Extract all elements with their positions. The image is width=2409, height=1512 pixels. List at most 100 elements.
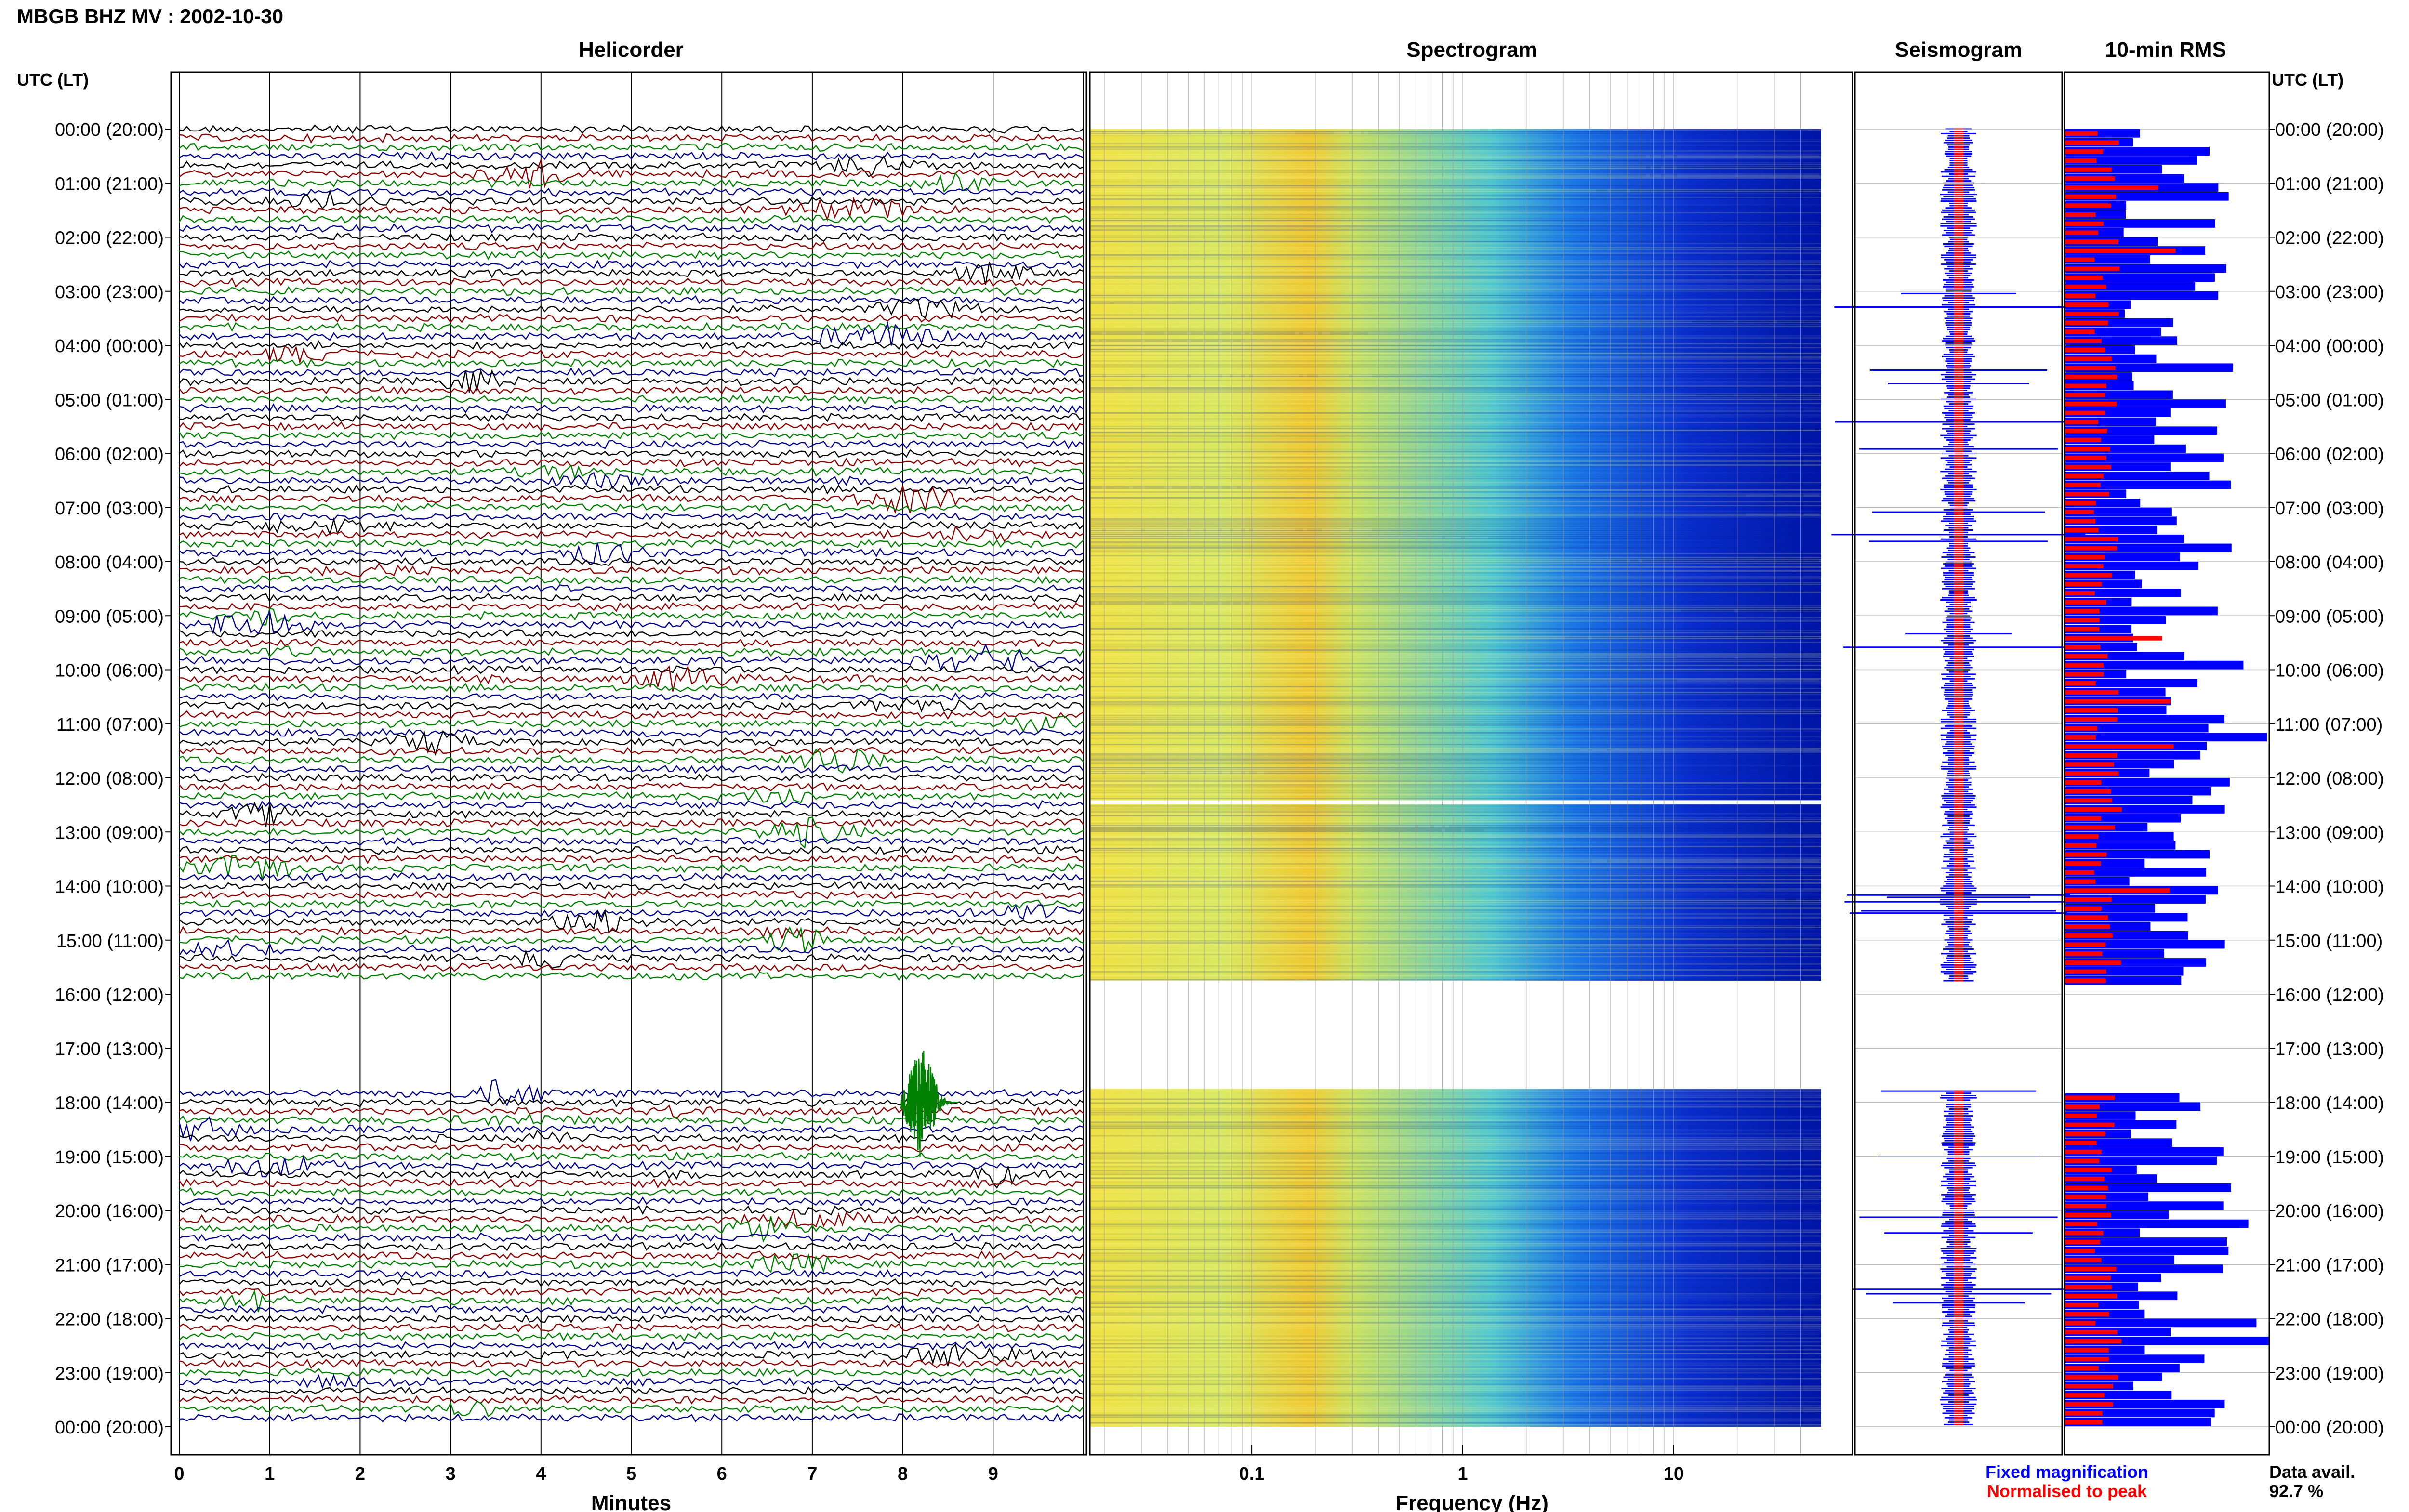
- spectrogram-texture: [1090, 528, 1821, 529]
- helicorder-xtick-label: 3: [446, 1464, 456, 1484]
- spectrogram-texture: [1090, 422, 1821, 423]
- rms-bar-normalised: [2065, 1393, 2105, 1398]
- helicorder-trace: [179, 949, 1085, 969]
- spectrogram-texture: [1090, 618, 1821, 620]
- spectrogram-texture: [1090, 1418, 1821, 1420]
- rms-bar-normalised: [2065, 185, 2159, 190]
- spectrogram-texture: [1090, 1345, 1821, 1347]
- spectrogram-texture: [1090, 168, 1821, 169]
- spectrogram-texture: [1090, 717, 1821, 718]
- spectrogram-texture: [1090, 952, 1821, 953]
- spectrogram-texture: [1090, 441, 1821, 443]
- helicorder-xtick-label: 1: [265, 1464, 275, 1484]
- helicorder-trace: [179, 421, 1084, 432]
- rms-bar-normalised: [2065, 1275, 2111, 1280]
- spectrogram-texture: [1090, 516, 1821, 518]
- spectrogram-texture: [1090, 254, 1821, 256]
- spectrogram-texture: [1090, 233, 1821, 235]
- time-label-right: 01:00 (21:00): [2275, 174, 2384, 194]
- helicorder-trace: [179, 602, 1084, 612]
- rms-bar-normalised: [2065, 456, 2107, 460]
- spectrogram-texture: [1090, 1366, 1821, 1368]
- time-label-left: 03:00 (23:00): [55, 282, 164, 302]
- spectrogram-texture: [1090, 1112, 1821, 1114]
- rms-bar-normalised: [2065, 1168, 2112, 1172]
- helicorder-trace: [179, 1269, 1084, 1279]
- spectrogram-texture: [1090, 1299, 1821, 1300]
- spectrogram-texture: [1090, 426, 1821, 427]
- spectrogram-texture: [1090, 239, 1821, 240]
- helicorder-event: [900, 1051, 959, 1157]
- spectrogram-texture: [1090, 611, 1821, 612]
- time-label-left: 01:00 (21:00): [55, 174, 164, 194]
- spectrogram-texture: [1090, 511, 1821, 512]
- helicorder-trace: [179, 124, 1084, 134]
- spectrogram-texture: [1090, 204, 1821, 206]
- spectrogram-texture: [1090, 933, 1821, 934]
- panel-title-spectrogram: Spectrogram: [1406, 38, 1537, 62]
- helicorder-trace: [179, 872, 1084, 882]
- spectrogram-texture: [1090, 331, 1821, 333]
- spectrogram-texture: [1090, 1125, 1821, 1127]
- helicorder-trace: [179, 1104, 1084, 1120]
- spectrogram-texture: [1090, 462, 1821, 464]
- spectrogram-texture: [1090, 543, 1821, 545]
- spectrogram-texture: [1090, 842, 1821, 843]
- rms-bar-normalised: [2065, 843, 2096, 848]
- spectrogram-texture: [1090, 632, 1821, 633]
- time-label-left: 22:00 (18:00): [55, 1310, 164, 1330]
- time-label-left: 07:00 (03:00): [55, 499, 164, 519]
- spectrogram-texture: [1090, 927, 1821, 928]
- spectrogram-texture: [1090, 389, 1821, 391]
- helicorder-trace: [179, 484, 1084, 495]
- spectrogram-texture: [1090, 863, 1821, 865]
- spectrogram-texture: [1090, 539, 1821, 541]
- rms-bar-normalised: [2065, 1285, 2112, 1289]
- spectrogram-texture: [1090, 592, 1821, 593]
- spectrogram-texture: [1090, 1173, 1821, 1175]
- helicorder-trace: [178, 1178, 1084, 1189]
- spectrogram-texture: [1090, 680, 1821, 682]
- helicorder-trace: [179, 782, 1084, 792]
- time-label-right: 08:00 (04:00): [2275, 552, 2384, 573]
- rms-bar-normalised: [2065, 149, 2103, 154]
- spectrogram-texture: [1090, 788, 1821, 789]
- spectrogram-texture: [1090, 347, 1821, 348]
- helicorder-trace: [179, 512, 1084, 522]
- spectrogram-texture: [1090, 1306, 1821, 1308]
- spectrogram-texture: [1090, 1191, 1821, 1193]
- spectrogram-texture: [1090, 171, 1821, 173]
- spectrogram-texture: [1090, 231, 1821, 233]
- spectrogram-texture: [1090, 212, 1821, 213]
- spectrogram-texture: [1090, 1358, 1821, 1360]
- helicorder-trace: [179, 172, 1084, 193]
- spectrogram-texture: [1090, 624, 1821, 626]
- rms-bar-normalised: [2065, 447, 2110, 451]
- spectrogram-texture: [1090, 1422, 1821, 1424]
- helicorder-trace: [179, 1340, 1084, 1351]
- spectrogram-texture: [1090, 198, 1821, 200]
- spectrogram-texture: [1090, 971, 1821, 973]
- rms-bar-normalised: [2065, 500, 2096, 506]
- spectrogram-texture: [1090, 474, 1821, 475]
- spectrogram-texture: [1090, 609, 1821, 610]
- spectrogram-texture: [1090, 364, 1821, 366]
- helicorder-trace: [179, 638, 1084, 648]
- spectrogram-texture: [1090, 765, 1821, 766]
- spectrogram-texture: [1090, 291, 1821, 292]
- spectrogram-texture: [1090, 751, 1821, 753]
- spectrogram-texture: [1090, 1260, 1821, 1262]
- rms-bar-normalised: [2065, 960, 2121, 965]
- helicorder-trace: [179, 904, 1084, 920]
- rms-bar-normalised: [2065, 347, 2105, 353]
- spectrogram-texture: [1090, 956, 1821, 957]
- helicorder-trace: [179, 1386, 1084, 1395]
- spectrogram-texture: [1090, 337, 1821, 339]
- spectrogram-texture: [1090, 586, 1821, 587]
- spectrogram-texture: [1090, 1397, 1821, 1399]
- rms-bar-normalised: [2065, 924, 2110, 929]
- spectrogram-texture: [1090, 848, 1821, 849]
- rms-bar-normalised: [2065, 131, 2098, 136]
- spectrogram-texture: [1090, 736, 1821, 737]
- spectrogram-texture: [1090, 129, 1821, 131]
